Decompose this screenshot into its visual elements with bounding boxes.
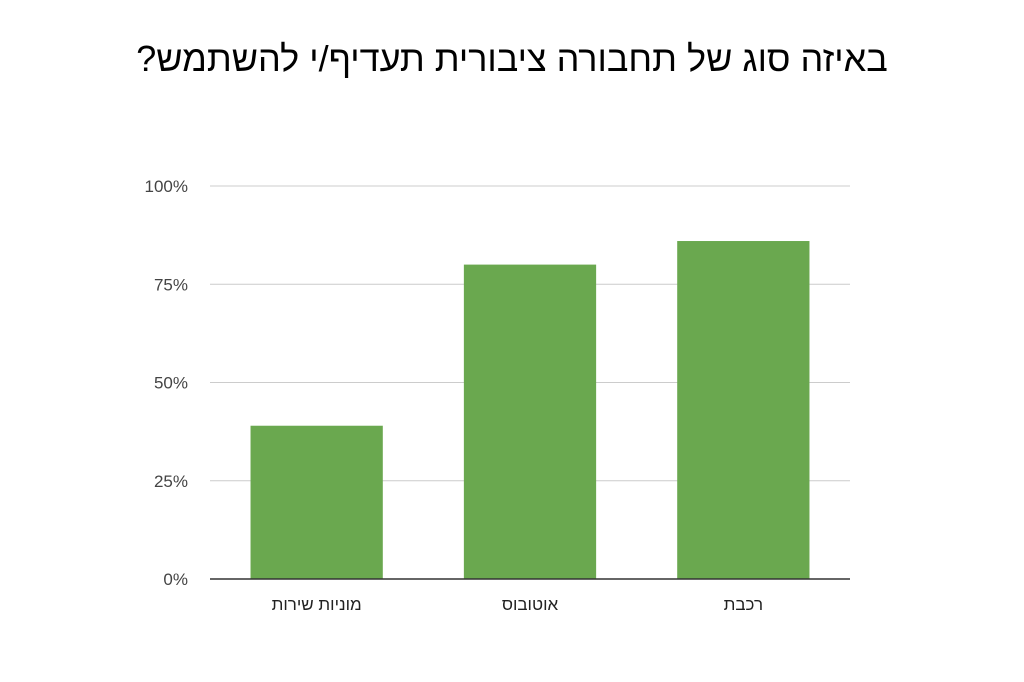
category-label: מוניות שירות <box>272 595 362 614</box>
bar <box>677 241 810 579</box>
y-tick-label: 0% <box>163 570 188 589</box>
y-tick-label: 25% <box>154 472 188 491</box>
bar <box>463 264 597 579</box>
category-label: רכבת <box>724 595 763 614</box>
bars <box>250 241 810 579</box>
y-tick-label: 100% <box>145 177 188 196</box>
bar <box>250 425 383 579</box>
y-tick-labels: 0% 25% 50% 75% 100% <box>145 177 188 589</box>
category-label: אוטובוס <box>502 595 559 614</box>
y-tick-label: 50% <box>154 374 188 393</box>
category-labels: מוניות שירות אוטובוס רכבת <box>272 595 763 614</box>
y-tick-label: 75% <box>154 275 188 294</box>
chart-title: באיזה סוג של תחבורה ציבורית תעדיף/י להשת… <box>136 38 888 79</box>
